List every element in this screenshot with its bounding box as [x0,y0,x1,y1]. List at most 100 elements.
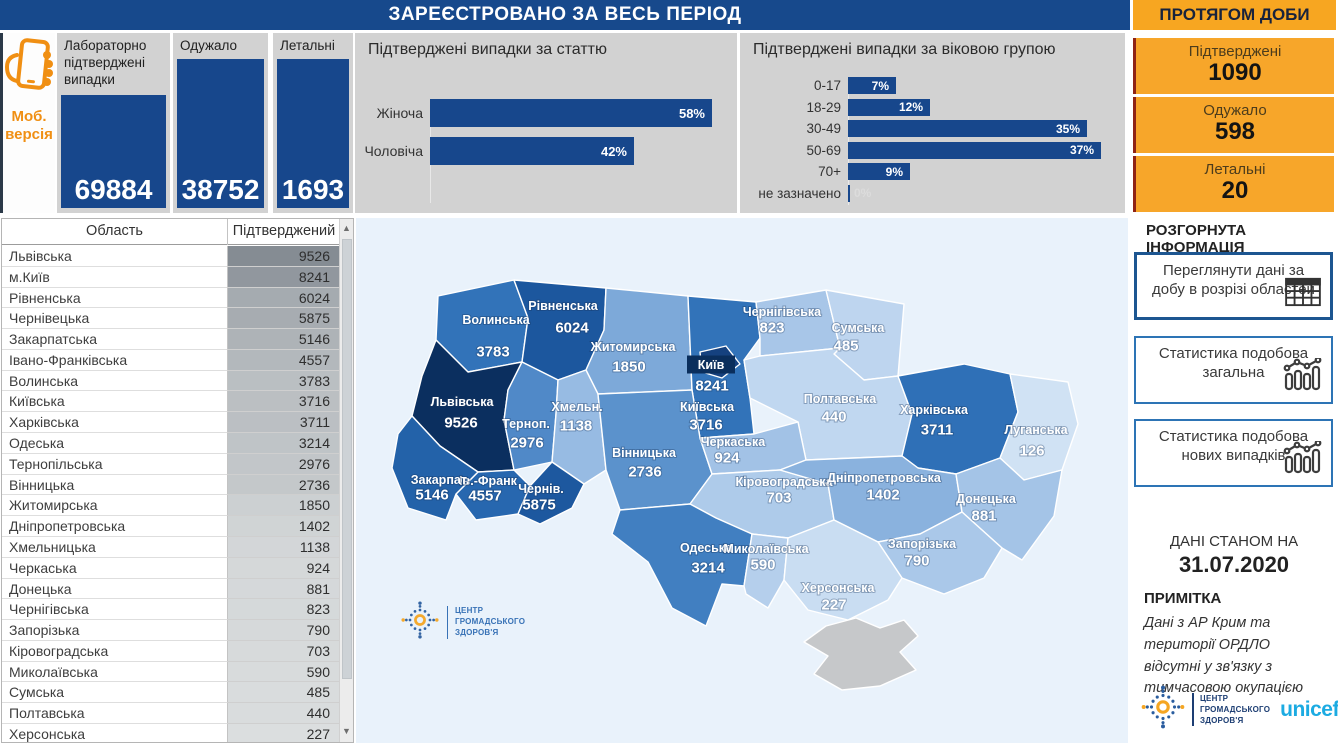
bar-row: 30-49 35% [740,120,1113,137]
table-row[interactable]: Тернопільська 2976 [2,453,340,475]
table-row[interactable]: Сумська 485 [2,682,340,704]
bar-18-29[interactable]: 12% [848,98,930,116]
bar-category-label: Жіноча [376,105,423,121]
map-region-value: 440 [821,409,846,426]
region-name-cell: Запорізька [2,620,228,641]
bar-0-17[interactable]: 7% [848,77,896,94]
deaths-total-box: 1693 [277,59,349,208]
region-table: Область Підтверджений Львівська 9526 м.Киї… [1,218,354,743]
region-confirmed-cell: 1850 [228,495,340,517]
table-row[interactable]: Вінницька 2736 [2,474,340,496]
region-name-cell: Житомирська [2,495,228,517]
region-confirmed-cell: 5875 [228,308,340,330]
deaths-daily-value: 20 [1221,177,1249,204]
bar-30-49[interactable]: 35% [848,120,1087,137]
table-row[interactable]: Чернівецька 5875 [2,308,340,330]
table-row[interactable]: Волинська 3783 [2,370,340,392]
deaths-daily-card: Летальні 20 [1133,156,1334,212]
bar-row: 70+ 9% [740,163,1113,180]
table-row[interactable]: м.Київ 8241 [2,266,340,288]
daily-regions-button[interactable]: Переглянути дані за добу в розрізі облас… [1134,252,1333,320]
bar-row: не зазначено 0% [740,184,1113,202]
map-region-value: 1850 [612,359,645,376]
map-region-label: Кіровоградська [736,475,834,489]
region-confirmed-cell: 590 [228,661,340,683]
scroll-down-icon[interactable]: ▼ [342,726,351,736]
region-confirmed-cell: 3214 [228,433,340,454]
map-region-value: 1402 [866,487,899,504]
daily-stats-total-button[interactable]: Статистика подобова загальна [1134,336,1333,404]
daily-stats-new-button-label: Статистика подобова нових випадків [1158,428,1309,464]
bar-50-69[interactable]: 37% [848,141,1101,159]
bar-row: 50-69 37% [740,141,1113,159]
table-row[interactable]: Дніпропетровська 1402 [2,516,340,537]
table-row[interactable]: Кіровоградська 703 [2,640,340,662]
map-region-value: 4557 [468,488,501,505]
map-region-kherson[interactable] [783,519,903,621]
region-confirmed-cell: 924 [228,557,340,579]
map-region-chernivtsi[interactable] [517,461,585,525]
map-region-odesa[interactable] [611,503,753,627]
daily-stats-new-button[interactable]: Статистика подобова нових випадків [1134,419,1333,487]
table-row[interactable]: Херсонська 227 [2,723,340,742]
map-region-value: 126 [1019,443,1044,460]
map-region-value: 590 [750,557,775,574]
region-name-cell: Чернігівська [2,599,228,621]
region-confirmed-cell: 790 [228,620,340,641]
mobile-version-link[interactable]: Моб. версія [0,33,55,213]
region-name-cell: Львівська [2,246,228,267]
bar-70+[interactable]: 9% [848,163,910,180]
scrollbar-thumb[interactable] [342,239,352,679]
table-row[interactable]: Львівська 9526 [2,246,340,267]
map-region-label: Київська [680,400,735,414]
region-name-cell: Херсонська [2,723,228,742]
map-region-label: Львівська [431,395,495,409]
info-section-title: РОЗГОРНУТА ІНФОРМАЦІЯ [1146,222,1247,256]
map-region-value: 3783 [476,344,509,361]
column-header-region[interactable]: Область [2,219,228,245]
map-region-zakarpattia[interactable] [391,415,479,521]
daily-regions-button-label: Переглянути дані за добу в розрізі облас… [1152,262,1315,298]
unicef-logo: unicef [1280,697,1338,721]
table-row[interactable]: Київська 3716 [2,391,340,413]
bar-не зазначено[interactable] [848,184,850,202]
confirmed-daily-value: 1090 [1208,59,1262,86]
table-row[interactable]: Чернігівська 823 [2,599,340,621]
table-row[interactable]: Закарпатська 5146 [2,329,340,350]
region-confirmed-cell: 9526 [228,246,340,267]
bar-category-label: 30-49 [806,121,841,136]
deaths-daily-label: Летальні [1204,161,1266,178]
column-header-confirmed[interactable]: Підтверджений [232,223,336,239]
table-row[interactable]: Хмельницька 1138 [2,536,340,558]
bar-Чоловіча[interactable]: 42% [430,137,634,165]
table-row[interactable]: Рівненська 6024 [2,287,340,309]
map-region-label: Чернігівська [743,305,822,319]
map-region-label: Полтавська [804,392,878,406]
map-region-label: Харківська [900,403,969,417]
table-row[interactable]: Миколаївська 590 [2,661,340,683]
main-header-title: ЗАРЕЄСТРОВАНО ЗА ВЕСЬ ПЕРІОД [388,4,742,25]
bar-category-label: 50-69 [806,142,841,158]
table-row[interactable]: Черкаська 924 [2,557,340,579]
table-scrollbar[interactable]: ▲ ▼ [339,219,353,742]
bar-row: 0-17 7% [740,77,1113,94]
table-row[interactable]: Харківська 3711 [2,412,340,434]
table-row[interactable]: Одеська 3214 [2,433,340,454]
map-region-zaporizhzhia[interactable] [877,511,1003,595]
region-name-cell: Донецька [2,578,228,600]
table-row[interactable]: Запорізька 790 [2,620,340,641]
map-region-value: 227 [821,597,846,614]
region-confirmed-cell: 3783 [228,370,340,392]
table-row[interactable]: Донецька 881 [2,578,340,600]
region-name-cell: Миколаївська [2,661,228,683]
bar-Жіноча[interactable]: 58% [430,99,712,127]
map-region-khmelnytskyi[interactable] [551,369,607,485]
region-name-cell: Кіровоградська [2,640,228,662]
scroll-up-icon[interactable]: ▲ [342,223,351,233]
table-row[interactable]: Полтавська 440 [2,703,340,724]
region-confirmed-cell: 703 [228,640,340,662]
table-row[interactable]: Івано-Франківська 4557 [2,349,340,371]
region-name-cell: Чернівецька [2,308,228,330]
map-region-label: Миколаївська [723,542,809,556]
table-row[interactable]: Житомирська 1850 [2,495,340,517]
